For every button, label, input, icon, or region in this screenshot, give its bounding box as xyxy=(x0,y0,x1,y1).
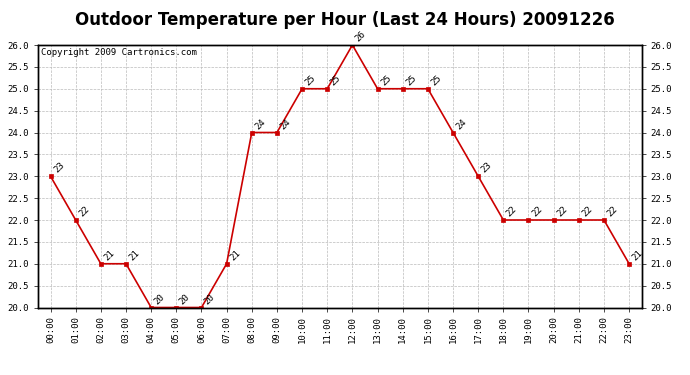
Text: 22: 22 xyxy=(504,205,519,219)
Text: 25: 25 xyxy=(404,74,418,87)
Text: 25: 25 xyxy=(429,74,443,87)
Text: Copyright 2009 Cartronics.com: Copyright 2009 Cartronics.com xyxy=(41,48,197,57)
Text: 22: 22 xyxy=(530,205,544,219)
Text: 22: 22 xyxy=(77,205,91,219)
Text: 20: 20 xyxy=(152,292,166,306)
Text: 21: 21 xyxy=(631,248,644,262)
Text: 23: 23 xyxy=(52,161,66,175)
Text: 25: 25 xyxy=(304,74,317,87)
Text: 21: 21 xyxy=(128,248,141,262)
Text: 26: 26 xyxy=(354,30,368,44)
Text: 22: 22 xyxy=(580,205,594,219)
Text: Outdoor Temperature per Hour (Last 24 Hours) 20091226: Outdoor Temperature per Hour (Last 24 Ho… xyxy=(75,11,615,29)
Text: 24: 24 xyxy=(278,117,293,131)
Text: 25: 25 xyxy=(379,74,393,87)
Text: 21: 21 xyxy=(228,248,242,262)
Text: 22: 22 xyxy=(605,205,620,219)
Text: 21: 21 xyxy=(102,248,116,262)
Text: 24: 24 xyxy=(253,117,267,131)
Text: 25: 25 xyxy=(328,74,343,87)
Text: 20: 20 xyxy=(203,292,217,306)
Text: 24: 24 xyxy=(455,117,469,131)
Text: 22: 22 xyxy=(555,205,569,219)
Text: 20: 20 xyxy=(178,292,192,306)
Text: 23: 23 xyxy=(480,161,493,175)
